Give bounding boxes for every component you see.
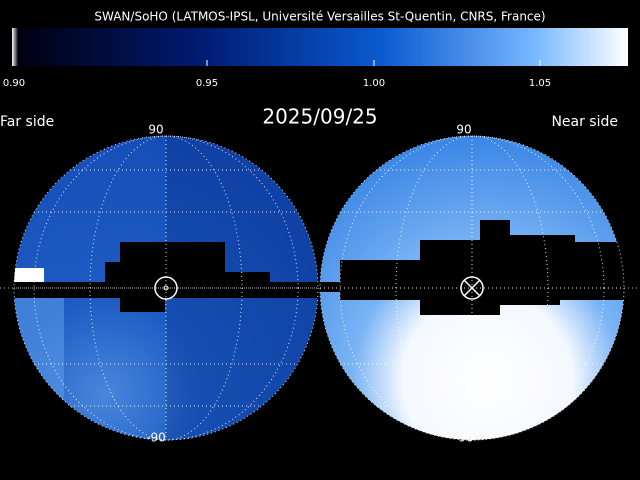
colorbar-label: 0.90 — [3, 78, 25, 89]
colorbar-label: 1.00 — [363, 78, 385, 89]
colorbar-label: 1.05 — [529, 78, 551, 89]
far-side-sphere — [14, 136, 318, 440]
title: SWAN/SoHO (LATMOS-IPSL, Université Versa… — [94, 10, 545, 24]
pole-label: 90 — [148, 123, 163, 137]
colorbar-label: 0.95 — [196, 78, 218, 89]
pole-label: -90 — [146, 431, 166, 445]
panel-label: Far side — [0, 114, 54, 130]
colorbar — [12, 28, 628, 66]
colorbar-ticks — [206, 60, 541, 66]
date: 2025/09/25 — [262, 105, 377, 129]
far-side-grid — [13, 135, 319, 441]
panel-label: Near side — [551, 114, 618, 130]
pole-label: 90 — [456, 123, 471, 137]
pole-label: -90 — [454, 431, 474, 445]
